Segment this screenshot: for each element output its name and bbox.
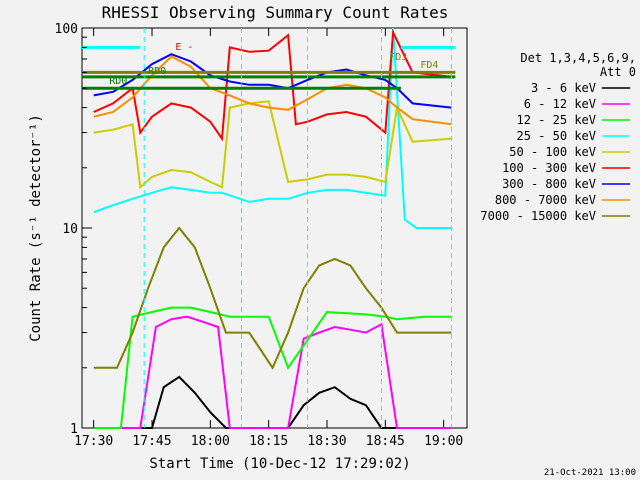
x-tick-label-6: 19:00 [424, 434, 463, 449]
series-line-1 [93, 315, 452, 429]
series-line-6 [93, 53, 452, 109]
x-axis-ticks: 17:30 17:45 18:00 18:15 18:30 18:45 19:00 [74, 28, 463, 449]
plot-area: RD0 RD0 FD3 FD4 E - 17:30 17:45 18:00 18:15 18:3… [55, 22, 468, 449]
legend-header-line-2: Att 0 [600, 65, 636, 79]
x-tick-label-3: 18:15 [249, 434, 288, 449]
legend-label-0: 3 - 6 keV [531, 81, 596, 95]
legend-label-1: 6 - 12 keV [524, 97, 596, 111]
legend-label-3: 25 - 50 keV [517, 129, 596, 143]
reference-lines [82, 28, 456, 428]
legend-items: 3 - 6 keV 6 - 12 keV 12 - 25 keV 25 - 50 ke… [480, 81, 630, 223]
x-tick-label-4: 18:30 [307, 434, 346, 449]
chart-title: RHESSI Observing Summary Count Rates [102, 3, 449, 22]
y-tick-label-2: 100 [55, 22, 78, 37]
legend: Det 1,3,4,5,6,9, Att 0 3 - 6 keV 6 - 12 k… [480, 51, 636, 223]
legend-label-6: 300 - 800 keV [502, 177, 596, 191]
legend-header-line-1: Det 1,3,4,5,6,9, [520, 51, 636, 65]
y-axis-label: Count Rate (s⁻¹ detector⁻¹) [28, 114, 44, 342]
annotation-0: RD0 [148, 66, 166, 77]
series-line-5 [93, 28, 452, 142]
legend-label-8: 7000 - 15000 keV [480, 209, 596, 223]
timestamp: 21-Oct-2021 13:00 [544, 468, 636, 478]
annotation-2: FD3 [389, 52, 407, 63]
x-tick-label-0: 17:30 [74, 434, 113, 449]
annotations: RD0 RD0 FD3 FD4 E - [109, 42, 438, 87]
y-axis-ticks: 1 10 100 [55, 22, 92, 437]
series-line-8 [93, 226, 452, 370]
legend-label-4: 50 - 100 keV [509, 145, 596, 159]
series-line-7 [93, 55, 452, 126]
annotation-4: E - [175, 42, 193, 53]
y-tick-label-1: 10 [62, 222, 78, 237]
annotation-1: RD0 [109, 76, 127, 87]
series-line-2 [93, 306, 452, 429]
legend-label-2: 12 - 25 keV [517, 113, 596, 127]
legend-label-7: 800 - 7000 keV [495, 193, 596, 207]
legend-label-5: 100 - 300 keV [502, 161, 596, 175]
x-tick-label-5: 18:45 [366, 434, 405, 449]
annotation-3: FD4 [420, 60, 438, 71]
x-axis-label: Start Time (10-Dec-12 17:29:02) [149, 456, 410, 472]
y-tick-label-0: 1 [70, 422, 78, 437]
x-tick-label-1: 17:45 [132, 434, 171, 449]
x-tick-label-2: 18:00 [191, 434, 230, 449]
